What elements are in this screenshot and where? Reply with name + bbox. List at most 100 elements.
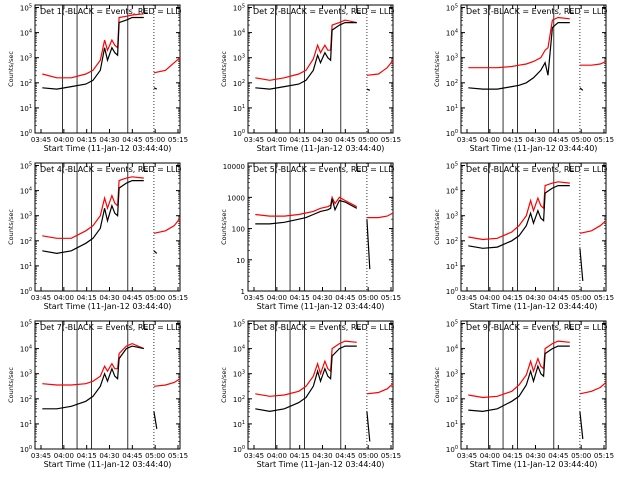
- x-tick-label: 03:45: [244, 294, 264, 302]
- y-tick-label: 101: [20, 104, 32, 113]
- x-tick-label: 04:15: [77, 136, 97, 144]
- y-tick-label: 105: [20, 320, 32, 329]
- series-events-line: [255, 22, 357, 90]
- y-tick-label: 100: [446, 445, 458, 454]
- x-tick-label: 05:00: [358, 294, 378, 302]
- y-tick-label: 103: [446, 370, 458, 379]
- y-tick-label: 102: [446, 79, 458, 88]
- y-axis-label: Counts/sec: [433, 51, 441, 87]
- series-events-line-tail: [366, 219, 371, 270]
- x-tick-label: 04:15: [77, 452, 97, 460]
- x-axis-label: Start Time (11-Jan-12 03:44:40): [257, 144, 385, 153]
- x-tick-label: 04:45: [122, 452, 142, 460]
- x-tick-label: 04:00: [267, 136, 287, 144]
- y-tick-label: 101: [446, 104, 458, 113]
- y-tick-label: 100: [20, 445, 32, 454]
- panel-title: Det 9(-BLACK = Events, RED = LLD: [466, 323, 607, 332]
- series-events-line-tail: [366, 88, 371, 91]
- y-tick-label: 103: [233, 54, 245, 63]
- x-tick-label: 04:15: [503, 452, 523, 460]
- series-events-line: [42, 345, 144, 410]
- x-tick-label: 04:15: [503, 294, 523, 302]
- y-tick-label: 104: [20, 345, 32, 354]
- y-tick-label: 103: [20, 212, 32, 221]
- y-tick-label: 102: [20, 79, 32, 88]
- x-tick-label: 04:15: [503, 136, 523, 144]
- series-lld-line: [42, 342, 145, 386]
- series-lld-line-tail: [579, 220, 607, 234]
- x-tick-label: 05:00: [358, 136, 378, 144]
- y-tick-label: 101: [446, 420, 458, 429]
- x-tick-label: 03:45: [31, 136, 51, 144]
- x-tick-label: 05:15: [381, 294, 401, 302]
- y-axis-label: Counts/sec: [7, 367, 15, 403]
- series-lld-line-tail: [579, 382, 607, 395]
- series-lld-line: [255, 340, 357, 397]
- series-events-line: [42, 16, 144, 90]
- panel-title: Det 7(-BLACK = Events, RED = LLD: [40, 323, 181, 332]
- x-axis-label: Start Time (11-Jan-12 03:44:40): [257, 460, 385, 469]
- y-tick-label: 100: [233, 129, 245, 138]
- x-tick-label: 04:00: [54, 452, 74, 460]
- x-tick-label: 04:45: [548, 452, 568, 460]
- y-tick-label: 100: [233, 445, 245, 454]
- plot-frame: [247, 320, 394, 450]
- series-events-line: [468, 22, 570, 90]
- series-events-line-tail: [366, 411, 371, 442]
- y-axis-label: Counts/sec: [7, 51, 15, 87]
- y-tick-label: 102: [446, 237, 458, 246]
- x-tick-label: 03:45: [457, 294, 477, 302]
- panel-det-6: Det 6(-BLACK = Events, RED = LLD 100 101 10…: [433, 162, 614, 311]
- x-tick-label: 05:00: [571, 452, 591, 460]
- x-tick-label: 04:00: [54, 294, 74, 302]
- x-tick-label: 04:00: [480, 136, 500, 144]
- x-tick-label: 05:15: [168, 136, 188, 144]
- series-events-line-tail: [579, 87, 584, 91]
- panel-title: Det 8(-BLACK = Events, RED = LLD: [253, 323, 394, 332]
- x-axis-label: Start Time (11-Jan-12 03:44:40): [44, 144, 172, 153]
- panel-det-1: Det 1(-BLACK = Events, RED = LLD 100 101 10…: [7, 4, 188, 153]
- x-tick-label: 05:15: [381, 452, 401, 460]
- panel-title: Det 1(-BLACK = Events, RED = LLD: [40, 7, 181, 16]
- x-tick-label: 04:30: [99, 136, 119, 144]
- y-axis-label: Counts/sec: [7, 209, 15, 245]
- y-tick-label: 102: [20, 237, 32, 246]
- x-tick-label: 04:15: [290, 452, 310, 460]
- y-tick-label: 104: [233, 29, 245, 38]
- x-axis-label: Start Time (11-Jan-12 03:44:40): [470, 144, 598, 153]
- y-tick-label: 100: [20, 287, 32, 296]
- y-tick-label: 10000: [223, 163, 245, 171]
- panel-title: Det 3(-BLACK = Events, RED = LLD: [466, 7, 607, 16]
- plot-frame: [34, 4, 181, 134]
- y-axis-label: Counts/sec: [220, 209, 228, 245]
- y-tick-label: 1: [241, 288, 245, 296]
- x-tick-label: 05:15: [168, 452, 188, 460]
- x-axis-label: Start Time (11-Jan-12 03:44:40): [470, 460, 598, 469]
- x-tick-label: 04:00: [267, 294, 287, 302]
- y-tick-label: 104: [20, 187, 32, 196]
- x-tick-label: 04:15: [290, 294, 310, 302]
- panel-det-2: Det 2(-BLACK = Events, RED = LLD 100 101 10…: [220, 4, 401, 153]
- y-axis-label: Counts/sec: [220, 367, 228, 403]
- y-tick-label: 102: [233, 79, 245, 88]
- y-tick-label: 102: [233, 395, 245, 404]
- y-tick-label: 104: [446, 345, 458, 354]
- x-tick-label: 04:30: [525, 136, 545, 144]
- y-tick-label: 100: [20, 129, 32, 138]
- y-tick-label: 1000: [227, 194, 245, 202]
- panel-title: Det 5(-BLACK = Events, RED = LLD: [253, 165, 394, 174]
- x-tick-label: 04:45: [335, 294, 355, 302]
- y-tick-label: 105: [233, 320, 245, 329]
- x-tick-label: 04:45: [122, 136, 142, 144]
- x-tick-label: 04:30: [312, 294, 332, 302]
- panel-det-9: Det 9(-BLACK = Events, RED = LLD 100 101 10…: [433, 320, 614, 469]
- y-tick-label: 104: [20, 29, 32, 38]
- y-axis-label: Counts/sec: [433, 209, 441, 245]
- y-tick-label: 103: [20, 370, 32, 379]
- series-events-line: [468, 345, 570, 413]
- y-tick-label: 101: [233, 104, 245, 113]
- series-lld-line-tail: [153, 378, 181, 387]
- series-lld-line-tail: [153, 217, 181, 234]
- x-tick-label: 04:00: [480, 452, 500, 460]
